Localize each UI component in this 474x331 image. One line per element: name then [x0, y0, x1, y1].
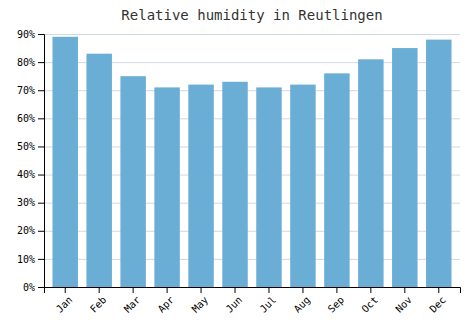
x-tick-mark — [302, 287, 303, 293]
x-tick-mark — [235, 287, 236, 293]
bar — [52, 37, 77, 287]
y-tick-label: 70% — [17, 85, 35, 96]
chart-container: 0% 10% 20% 30% 40% 50% 60% 70% 80% 90% Jan Feb Mar Ap… — [0, 0, 474, 331]
bar — [120, 76, 145, 287]
y-tick-mark — [38, 34, 44, 35]
x-tick-label: Dec — [427, 294, 448, 315]
y-tick: 10% — [17, 254, 44, 265]
x-tick: Jun — [224, 287, 245, 315]
bar — [222, 82, 247, 287]
x-tick-mark — [167, 287, 168, 293]
grid — [44, 35, 460, 288]
x-tick-mark — [201, 287, 202, 293]
y-tick: 70% — [17, 85, 44, 96]
x-tick-mark — [268, 287, 269, 293]
bar — [324, 73, 349, 287]
y-tick-label: 30% — [17, 197, 35, 208]
x-tick: Sep — [326, 287, 347, 315]
chart-svg: 0% 10% 20% 30% 40% 50% 60% 70% 80% 90% Jan Feb Mar Ap… — [0, 0, 474, 331]
bar — [154, 87, 179, 287]
x-tick: Feb — [88, 287, 109, 315]
x-tick-label: Jun — [224, 294, 245, 315]
y-tick: 80% — [17, 57, 44, 68]
x-axis-line — [45, 288, 461, 294]
y-tick: 0% — [23, 282, 44, 293]
y-tick-mark — [38, 203, 44, 204]
bar — [188, 85, 213, 287]
y-tick: 40% — [17, 169, 44, 180]
x-tick: Jul — [258, 287, 279, 315]
bar — [358, 59, 383, 287]
bar — [392, 48, 417, 287]
x-tick-mark — [438, 287, 439, 293]
bar — [290, 85, 315, 287]
x-tick-label: Jul — [258, 294, 279, 315]
bar — [426, 40, 451, 287]
bar — [86, 54, 111, 287]
x-tick-mark — [65, 287, 66, 293]
bars — [52, 37, 451, 287]
x-tick: May — [190, 287, 211, 315]
y-tick-label: 90% — [17, 29, 35, 40]
y-tick-mark — [38, 62, 44, 63]
grid-line — [44, 34, 460, 35]
x-tick-mark — [99, 287, 100, 293]
x-tick-label: Apr — [156, 294, 177, 315]
y-tick-label: 50% — [17, 141, 35, 152]
y-tick: 20% — [17, 225, 44, 236]
y-tick-label: 20% — [17, 225, 35, 236]
bar — [256, 87, 281, 287]
x-tick: Aug — [292, 287, 313, 315]
x-tick-label: Jan — [54, 294, 75, 315]
y-tick-mark — [38, 90, 44, 91]
y-tick-label: 40% — [17, 169, 35, 180]
y-tick-label: 0% — [23, 282, 35, 293]
y-axis-line — [38, 35, 45, 288]
x-tick-label: Mar — [122, 294, 143, 315]
x-tick-label: May — [190, 294, 211, 315]
y-tick-label: 10% — [17, 254, 35, 265]
y-tick: 60% — [17, 113, 44, 124]
x-tick: Dec — [427, 287, 448, 315]
x-tick: Oct — [359, 287, 380, 315]
x-tick: Jan — [54, 287, 75, 315]
x-tick-label: Feb — [88, 294, 109, 315]
plot-area: 0% 10% 20% 30% 40% 50% 60% 70% 80% 90% Jan Feb Mar Ap… — [17, 29, 461, 315]
y-tick-label: 60% — [17, 113, 35, 124]
x-tick-label: Sep — [326, 294, 347, 315]
y-axis: 0% 10% 20% 30% 40% 50% 60% 70% 80% 90% — [17, 29, 45, 293]
grid-tick — [44, 34, 460, 35]
y-tick-mark — [38, 146, 44, 147]
y-tick-label: 80% — [17, 57, 35, 68]
x-tick-mark — [133, 287, 134, 293]
x-tick: Mar — [122, 287, 143, 315]
y-tick: 90% — [17, 29, 44, 40]
y-tick: 50% — [17, 141, 44, 152]
x-tick: Apr — [156, 287, 177, 315]
x-tick: Nov — [393, 287, 414, 315]
y-tick-mark — [38, 118, 44, 119]
y-tick: 30% — [17, 197, 44, 208]
x-tick-label: Aug — [292, 294, 313, 315]
y-tick-mark — [38, 259, 44, 260]
x-tick-label: Oct — [359, 294, 380, 315]
x-tick-mark — [370, 287, 371, 293]
x-tick-mark — [404, 287, 405, 293]
x-tick-mark — [336, 287, 337, 293]
y-tick-mark — [38, 287, 44, 288]
x-axis: Jan Feb Mar Apr May Jun Jul Aug Sep Oct Nov Dec — [45, 287, 461, 315]
x-tick-label: Nov — [393, 294, 414, 315]
y-tick-mark — [38, 175, 44, 176]
y-tick-mark — [38, 231, 44, 232]
chart-title: Relative humidity in Reutlingen — [121, 7, 382, 23]
